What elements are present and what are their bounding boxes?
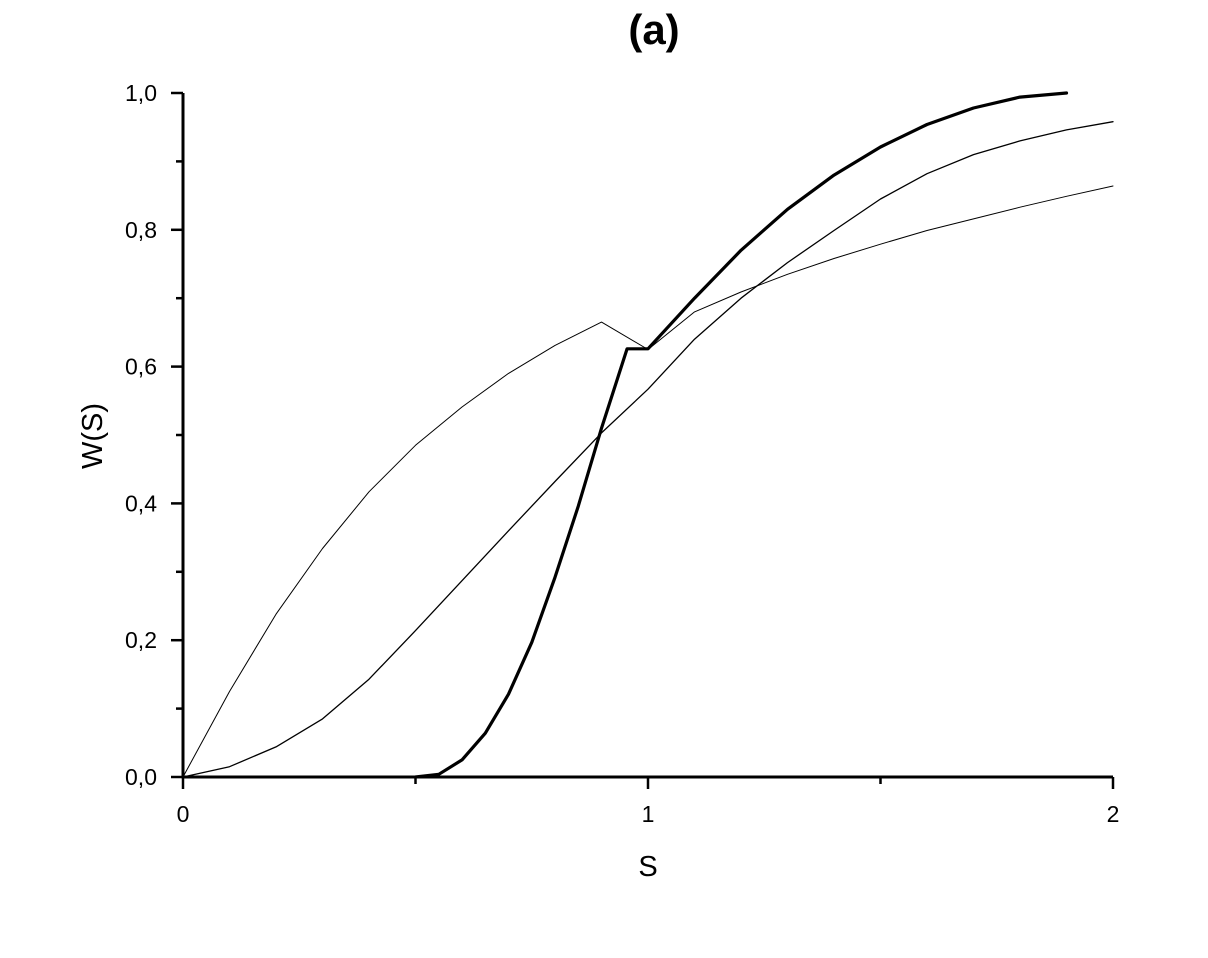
y-tick-label: 1,0 <box>125 80 157 106</box>
series-line-2 <box>182 121 1114 778</box>
tick-labels: 0,0 0,2 0,4 0,6 0,8 1,0 0 1 2 <box>125 80 1119 827</box>
chart-title: (a) <box>628 6 679 53</box>
series-line-3 <box>413 91 1069 779</box>
series-group <box>182 91 1114 779</box>
x-tick-label: 1 <box>642 801 655 827</box>
x-axis-label: S <box>638 851 657 883</box>
x-tick-label: 0 <box>177 801 190 827</box>
y-axis-label: W(S) <box>77 403 109 469</box>
x-tick-label: 2 <box>1107 801 1120 827</box>
y-tick-label: 0,4 <box>125 490 157 516</box>
y-tick-label: 0,6 <box>125 354 157 380</box>
y-tick-label: 0,0 <box>125 764 157 790</box>
series-line-1 <box>182 185 1114 778</box>
axes <box>171 91 1115 789</box>
y-tick-label: 0,8 <box>125 217 157 243</box>
y-tick-label: 0,2 <box>125 627 157 653</box>
